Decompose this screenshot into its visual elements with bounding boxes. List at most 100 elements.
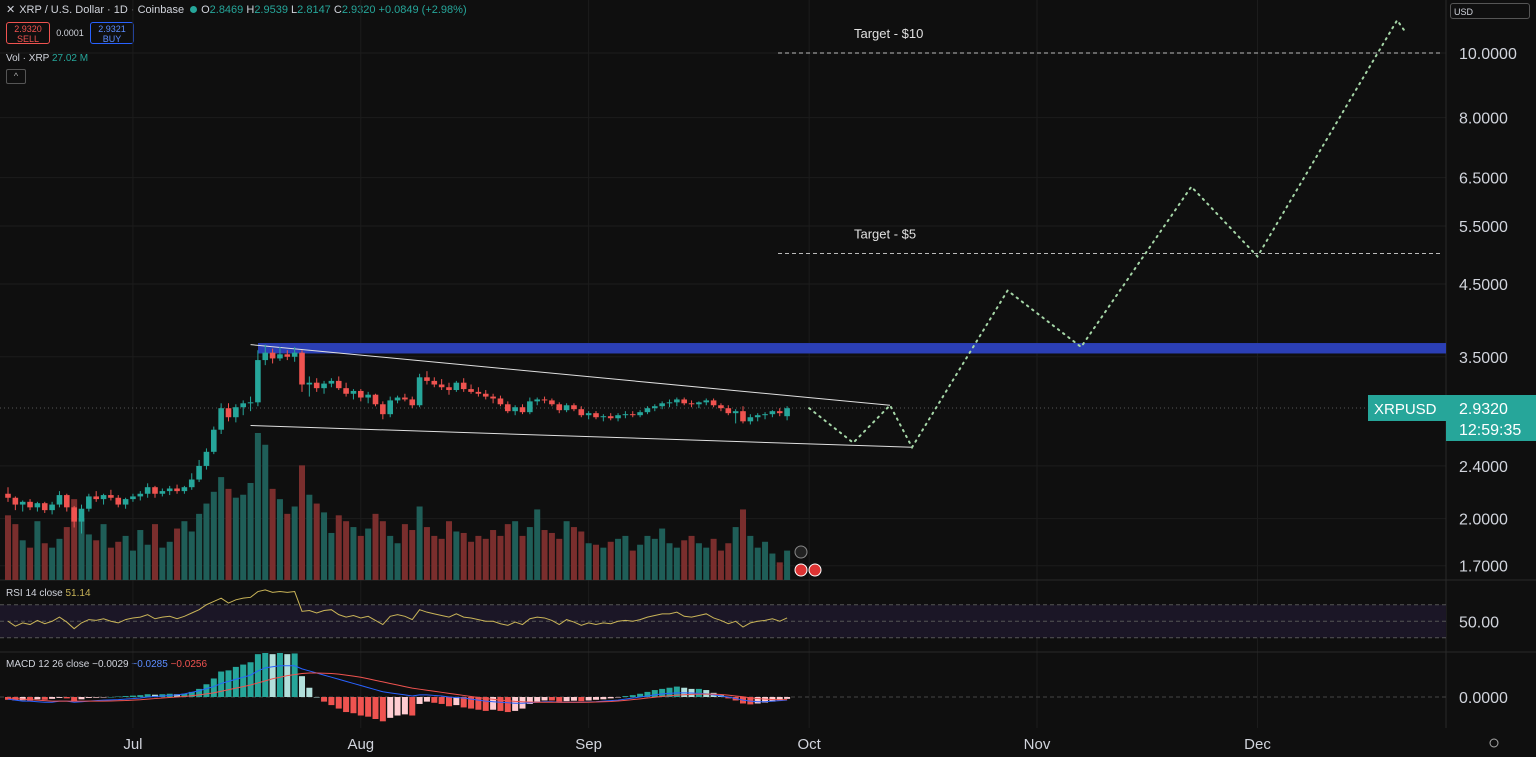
sell-button[interactable]: 2.9320 SELL	[6, 22, 50, 44]
volume-bar	[254, 433, 261, 580]
high-label: H	[246, 4, 255, 16]
macd-hist-bar	[232, 666, 239, 697]
candle-body	[115, 497, 122, 505]
candle-body	[313, 382, 320, 389]
currency-select[interactable]: USD	[1450, 3, 1530, 19]
candle-body	[556, 404, 563, 411]
volume-bar	[313, 503, 320, 580]
collapse-legend-button[interactable]: ^	[6, 69, 26, 84]
price-tick-label: 6.5000	[1459, 171, 1508, 188]
volume-bar	[431, 535, 438, 580]
candle-body	[100, 495, 107, 500]
candle-body	[387, 400, 393, 415]
candle-body	[652, 406, 658, 409]
volume-bar	[570, 527, 577, 580]
close-label: C	[333, 4, 342, 16]
time-tick-label: Sep	[575, 736, 602, 753]
candle-body	[225, 408, 232, 418]
candle-body	[468, 389, 474, 392]
close-icon[interactable]: ✕	[6, 4, 16, 16]
volume-bar	[159, 547, 166, 580]
macd-hist-bar	[188, 691, 195, 697]
volume-bar	[688, 535, 695, 580]
macd-hist-bar	[203, 684, 210, 697]
volume-bar	[12, 524, 19, 580]
macd-hist-bar	[321, 697, 328, 702]
volume-bar	[107, 547, 114, 580]
macd-hist-bar	[438, 697, 445, 704]
macd-hist-bar	[27, 697, 34, 701]
macd-tick-label: 0.0000	[1459, 690, 1508, 707]
macd-hist-bar	[262, 653, 269, 697]
macd-hist-bar	[475, 697, 482, 710]
macd-hist-bar	[254, 654, 261, 697]
candle-body	[585, 413, 592, 416]
macd-hist-bar	[240, 664, 247, 697]
volume-bar	[188, 531, 195, 580]
candle-body	[152, 487, 158, 494]
volume-bar	[673, 547, 680, 580]
macd-hist-bar	[269, 654, 276, 697]
candle-body	[262, 352, 269, 361]
candle-body	[181, 487, 188, 492]
settings-icon[interactable]	[1489, 738, 1499, 748]
candle-body	[505, 404, 511, 412]
volume-bar	[299, 465, 305, 580]
signal-line	[7, 672, 788, 703]
candle-body	[688, 403, 695, 405]
candle-body	[335, 380, 342, 389]
volume-bar	[784, 550, 791, 580]
candle-body	[19, 501, 26, 505]
candle-body	[350, 390, 357, 394]
resistance-zone	[258, 343, 1446, 354]
macd-hist-bar	[313, 697, 320, 698]
candle-body	[166, 488, 173, 492]
macd-hist-bar	[409, 697, 416, 716]
macd-hist-bar	[210, 678, 217, 697]
lightning-event-icon[interactable]	[794, 545, 808, 559]
candle-body	[571, 405, 577, 410]
candle-body	[600, 416, 607, 418]
macd-hist-bar	[512, 697, 519, 711]
candle-body	[681, 399, 687, 404]
time-tick-label: Aug	[347, 736, 374, 753]
candle-body	[188, 479, 195, 488]
volume-bar	[247, 482, 254, 580]
volume-bar	[100, 524, 107, 580]
candle-body	[446, 387, 452, 391]
macd-hist-bar	[350, 697, 357, 714]
buy-button[interactable]: 2.9321 BUY	[90, 22, 134, 44]
price-tick-label: 8.0000	[1459, 111, 1508, 128]
volume-bar	[747, 535, 754, 580]
candle-body	[144, 487, 151, 494]
macd-hist-bar	[776, 697, 783, 701]
price-tick-label: 2.4000	[1459, 459, 1508, 476]
volume-bar	[659, 528, 666, 580]
rsi-label: RSI 14 close	[6, 588, 63, 599]
candle-body	[233, 407, 239, 418]
candle-body	[674, 399, 680, 403]
open-value: 2.8469	[209, 4, 244, 16]
us-flag-event-icon[interactable]	[794, 563, 808, 577]
candle-body	[754, 415, 761, 418]
candle-body	[78, 508, 85, 522]
volume-bar	[600, 547, 607, 580]
candle-body	[255, 360, 261, 403]
macd-hist-bar	[299, 676, 305, 697]
us-flag-event-icon[interactable]	[808, 563, 822, 577]
chart-header: ✕ XRP / U.S. Dollar · 1D · Coinbase O2.846…	[6, 3, 467, 16]
macd-line-value: −0.0285	[131, 659, 168, 670]
open-label: O	[201, 4, 210, 16]
volume-bar	[541, 530, 548, 580]
rsi-value: 51.14	[65, 588, 91, 599]
time-tick-label: Nov	[1024, 736, 1051, 753]
volume-bar	[754, 547, 761, 580]
macd-hist-bar	[152, 694, 158, 697]
volume-bar	[137, 530, 144, 580]
price-tick-label: 10.0000	[1459, 46, 1517, 63]
spread-value: 0.0001	[56, 28, 84, 38]
volume-bar	[379, 521, 386, 580]
volume-value: 27.02 M	[51, 53, 89, 64]
macd-hist-bar	[343, 697, 350, 713]
